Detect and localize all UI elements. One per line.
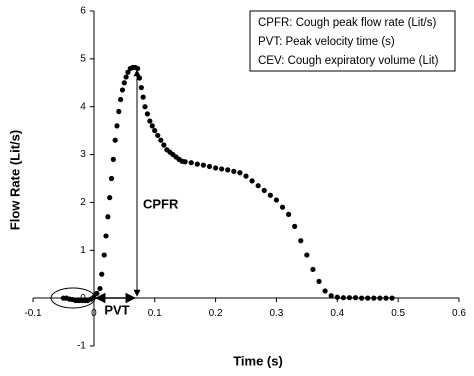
data-point <box>140 94 146 100</box>
data-point <box>237 170 243 176</box>
x-tick-label: 0 <box>91 308 97 319</box>
data-point <box>219 166 225 172</box>
data-point <box>118 96 124 103</box>
data-point <box>135 65 141 72</box>
data-point <box>316 278 322 284</box>
x-tick-label: 0.1 <box>148 308 162 319</box>
data-point <box>298 238 304 244</box>
data-point <box>188 160 194 166</box>
data-point <box>273 197 280 203</box>
data-point <box>125 69 131 75</box>
legend-text: CPFR: Cough peak flow rate (Lit/s) <box>258 17 436 29</box>
data-point <box>243 173 249 179</box>
data-point <box>377 295 383 301</box>
y-tick-label: 6 <box>80 6 86 17</box>
data-point <box>108 175 115 182</box>
annotation: PVT <box>104 302 129 317</box>
data-point <box>292 223 298 229</box>
data-point <box>389 295 395 301</box>
data-point <box>194 161 200 167</box>
data-point <box>123 74 129 80</box>
data-point <box>152 128 158 134</box>
data-point <box>212 165 219 171</box>
x-tick-label: 0.4 <box>330 308 344 319</box>
data-point <box>161 142 167 148</box>
data-point <box>249 178 255 184</box>
data-point <box>310 266 316 273</box>
data-point <box>149 123 155 129</box>
y-tick-label: 4 <box>80 101 86 112</box>
data-point <box>383 295 389 301</box>
data-point <box>231 168 237 174</box>
data-point <box>114 123 120 129</box>
x-tick-label: 0.2 <box>209 308 223 319</box>
data-point <box>255 183 261 189</box>
data-point <box>365 295 371 301</box>
y-tick-label: 2 <box>80 197 86 208</box>
data-point <box>322 288 328 294</box>
legend-text: PVT: Peak velocity time (s) <box>258 36 395 48</box>
data-point <box>142 104 148 110</box>
x-tick-label: 0.3 <box>269 308 283 319</box>
annotation: CPFR <box>143 196 179 211</box>
y-tick-label: -1 <box>77 341 86 352</box>
data-point <box>147 118 153 124</box>
y-axis-title: Flow Rate (Lit/s) <box>7 130 22 230</box>
data-point <box>261 187 267 194</box>
data-point <box>103 233 109 239</box>
legend-text: CEV: Cough expiratory volume (Lit) <box>258 55 439 67</box>
data-point <box>352 295 359 301</box>
data-point <box>119 87 126 93</box>
x-tick-label: 0.5 <box>391 308 405 319</box>
data-point <box>97 285 103 292</box>
data-point <box>136 75 143 81</box>
y-tick-label: 1 <box>80 245 86 256</box>
data-point <box>94 290 100 296</box>
data-point <box>200 162 206 168</box>
data-point <box>155 132 161 139</box>
y-tick-label: 0 <box>80 293 86 304</box>
data-point <box>144 111 151 117</box>
data-point <box>99 271 105 277</box>
data-point <box>110 156 116 162</box>
data-point <box>340 295 346 301</box>
data-point <box>107 195 113 201</box>
data-point <box>158 137 164 143</box>
data-point <box>334 294 340 300</box>
y-tick-label: 5 <box>80 53 86 64</box>
data-point <box>182 159 188 165</box>
data-point <box>101 252 107 258</box>
data-point <box>267 192 273 198</box>
data-point <box>138 84 144 91</box>
y-tick-label: 3 <box>80 149 86 160</box>
data-point <box>116 108 122 115</box>
x-tick-label: 0.6 <box>452 308 466 319</box>
data-point <box>328 293 334 299</box>
legend-box <box>249 10 456 72</box>
x-axis-title: Time (s) <box>233 353 283 368</box>
data-point <box>91 294 97 300</box>
data-point <box>121 80 127 86</box>
data-point <box>105 214 111 220</box>
data-point <box>346 295 353 301</box>
data-point <box>359 295 365 301</box>
data-point <box>304 252 310 258</box>
data-point <box>112 137 118 143</box>
data-point <box>206 163 213 170</box>
data-point <box>225 167 231 173</box>
data-point <box>286 211 292 217</box>
data-point <box>371 295 377 301</box>
data-point <box>279 204 286 210</box>
x-tick-label: -0.1 <box>24 308 42 319</box>
